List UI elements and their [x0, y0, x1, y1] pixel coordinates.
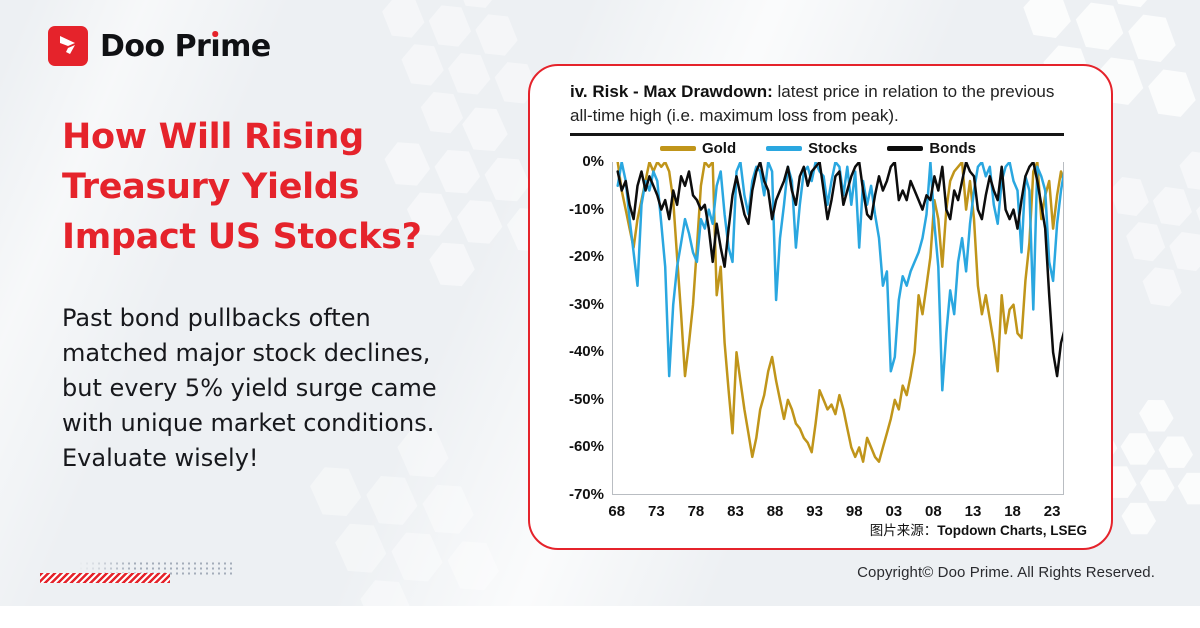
source-label-cjk: 图片来源： — [869, 523, 938, 538]
x-axis-label: 73 — [647, 503, 665, 520]
line-gold — [616, 162, 1063, 463]
body-line: Evaluate wisely! — [62, 444, 259, 472]
brand-wordmark: Doo Pr ı me — [100, 29, 271, 64]
y-axis-label: -60% — [568, 438, 604, 456]
chart-title-bold: iv. Risk - Max Drawdown: — [570, 82, 773, 101]
x-axis-label: 03 — [885, 503, 903, 520]
line-bonds — [616, 162, 1063, 378]
body-line: matched major stock declines, — [62, 339, 431, 367]
x-axis-label: 93 — [806, 503, 823, 520]
chart-legend: Gold Stocks Bonds — [592, 140, 1044, 157]
x-axis-label: 88 — [766, 503, 784, 520]
legend-label: Bonds — [929, 140, 977, 157]
logo-i-dot — [212, 31, 218, 37]
x-axis-label: 68 — [608, 503, 626, 520]
wordmark-pre: Doo Pr — [100, 28, 211, 64]
headline-line: Impact US Stocks? — [62, 217, 422, 257]
x-axis-label: 23 — [1043, 503, 1061, 520]
plot-area — [612, 162, 1064, 495]
deco-red-hatch-bar — [40, 573, 170, 583]
chart-card: iv. Risk - Max Drawdown: latest price in… — [528, 64, 1113, 550]
title-underline — [570, 133, 1064, 136]
legend-label: Stocks — [808, 140, 858, 157]
y-axis-label: -30% — [568, 295, 604, 313]
drawdown-plot — [616, 162, 1063, 463]
brand-logo: Doo Pr ı me — [48, 26, 271, 66]
legend-item-bonds: Bonds — [887, 140, 976, 157]
body-line: with unique market conditions. — [62, 409, 435, 437]
body-line: Past bond pullbacks often — [62, 304, 371, 332]
headline: How Will Rising Treasury Yields Impact U… — [62, 112, 422, 262]
wordmark-i: ı — [210, 28, 221, 64]
body-line: but every 5% yield surge came — [62, 374, 437, 402]
deco-dots-pattern — [78, 561, 236, 576]
legend-label: Gold — [701, 140, 737, 157]
x-axis-label: 08 — [925, 503, 942, 520]
x-axis-label: 18 — [1004, 503, 1021, 520]
y-axis-label: -40% — [568, 343, 604, 361]
legend-item-stocks: Stocks — [766, 140, 857, 157]
doo-prime-logo-icon — [48, 26, 88, 66]
legend-swatch-bonds — [887, 146, 924, 151]
x-axis-label: 83 — [727, 503, 744, 520]
x-axis-label: 78 — [687, 503, 705, 520]
chart-source: 图片来源：Topdown Charts, LSEG — [870, 519, 1087, 539]
copyright-text: Copyright© Doo Prime. All Rights Reserve… — [857, 564, 1155, 581]
x-axis-label: 13 — [964, 503, 982, 520]
chart-title: iv. Risk - Max Drawdown: latest price in… — [570, 80, 1072, 128]
y-axis-label: -10% — [568, 200, 604, 218]
wordmark-post: me — [220, 28, 271, 64]
intro-paragraph: Past bond pullbacks often matched major … — [62, 301, 437, 476]
bottom-white-strip — [0, 606, 1200, 628]
chart-title-rest: latest price in relation to the previous… — [570, 82, 1055, 125]
headline-line: How Will Rising — [62, 117, 364, 157]
source-value: Topdown Charts, LSEG — [937, 523, 1087, 538]
y-axis-label: -20% — [568, 248, 604, 266]
y-axis-label: -70% — [568, 486, 604, 503]
y-axis-label: -50% — [568, 390, 604, 408]
y-axis-label: 0% — [582, 153, 604, 170]
x-axis-label: 98 — [845, 503, 863, 520]
legend-swatch-gold — [659, 146, 696, 151]
headline-line: Treasury Yields — [62, 167, 360, 207]
legend-swatch-stocks — [766, 146, 803, 151]
legend-item-gold: Gold — [659, 140, 737, 157]
honeycomb-decoration — [1106, 145, 1200, 313]
